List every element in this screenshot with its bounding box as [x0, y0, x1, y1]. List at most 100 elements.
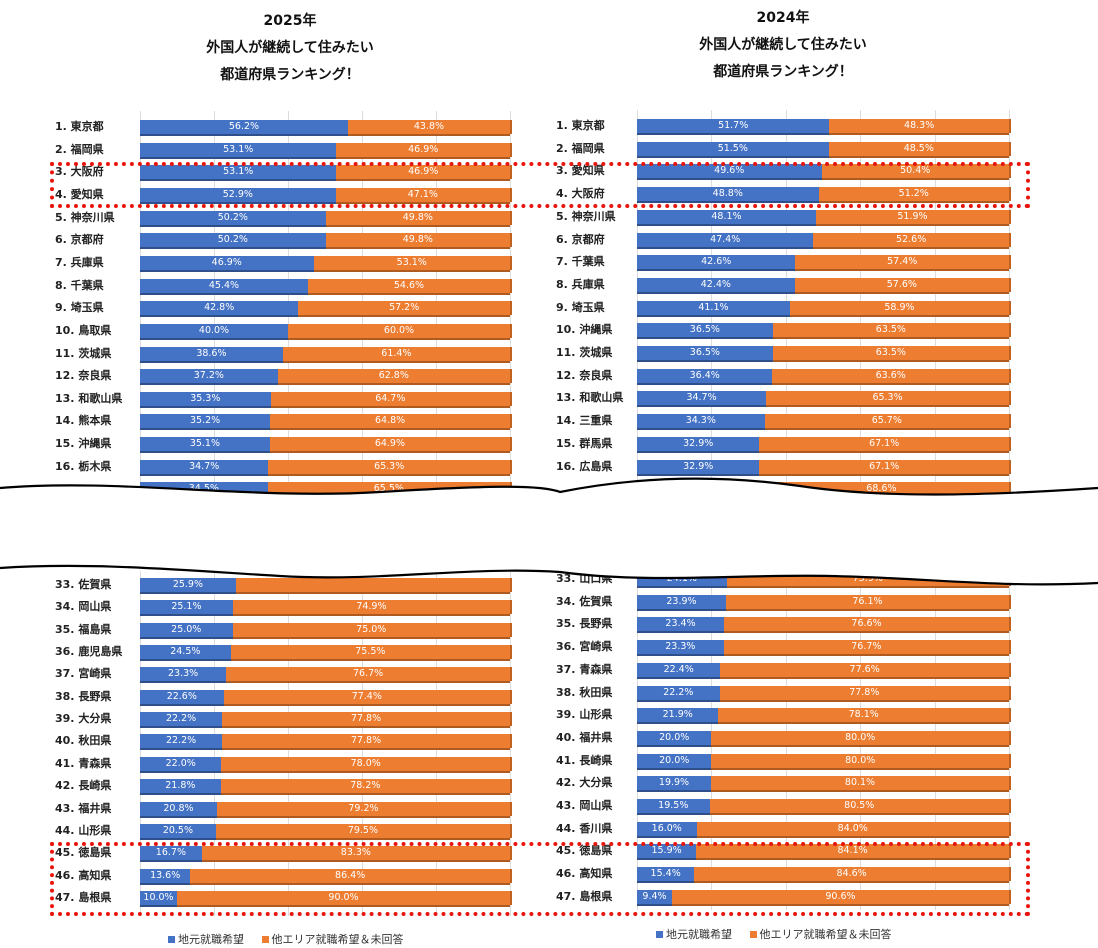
bar-other: 77.8%: [719, 685, 1009, 700]
bar-other: 65.7%: [764, 414, 1009, 429]
category-label: 46. 高知県: [556, 867, 613, 881]
legend-swatch-local: [168, 936, 175, 943]
bar-other: 57.4%: [795, 255, 1009, 270]
category-label: 36. 鹿児島県: [55, 645, 123, 659]
category-label: 4. 大阪府: [556, 187, 605, 201]
bar-other: 51.9%: [815, 209, 1009, 224]
bar-other: 80.0%: [711, 730, 1009, 745]
bar-other: 78.0%: [221, 756, 510, 771]
category-label: 39. 山形県: [556, 708, 613, 722]
bar-other: [235, 578, 510, 592]
bar-other: 49.8%: [325, 233, 510, 248]
bar-other: 80.5%: [709, 799, 1009, 813]
category-label: 34. 佐賀県: [556, 594, 613, 608]
category-label: 2. 福岡県: [556, 141, 605, 155]
category-label: 14. 三重県: [556, 414, 613, 428]
title-year: 2025年: [263, 13, 317, 29]
bar-other: 64.7%: [270, 391, 510, 406]
bar-other: 65.3%: [268, 459, 510, 474]
category-label: 2. 福岡県: [55, 142, 104, 156]
bar-other: 76.6%: [724, 617, 1009, 632]
category-label: 1. 東京都: [556, 119, 605, 132]
bar-other: 46.9%: [336, 165, 510, 180]
category-label: 45. 徳島県: [556, 844, 613, 858]
bar-other: 57.2%: [298, 301, 510, 316]
bar-other: 67.1%: [759, 436, 1009, 451]
bar-other: 64.9%: [269, 437, 510, 452]
category-label: 33. 佐賀県: [55, 578, 112, 591]
bar-other: 47.1%: [335, 187, 510, 202]
bar-other: 77.6%: [720, 662, 1009, 677]
bar-other: 86.4%: [190, 868, 510, 883]
category-label: 11. 茨城県: [55, 346, 112, 360]
gridline: [510, 571, 511, 916]
category-label: 35. 長野県: [556, 617, 613, 631]
bar-other: 60.0%: [288, 323, 510, 338]
category-label: 41. 青森県: [55, 756, 112, 770]
title-year: 2024年: [756, 10, 810, 26]
category-label: 42. 長崎県: [55, 779, 112, 793]
category-label: 44. 香川県: [556, 821, 613, 835]
category-label: 11. 茨城県: [556, 346, 613, 359]
break-fill: [0, 478, 1098, 585]
category-label: 13. 和歌山県: [55, 391, 123, 405]
title-line2: 都道府県ランキング！: [220, 67, 360, 83]
title-line1: 外国人が継続して住みたい: [699, 37, 867, 53]
category-label: 47. 島根県: [55, 890, 112, 904]
bar-other: 67.1%: [759, 459, 1009, 474]
legend-label-local: 地元就職希望: [178, 933, 244, 946]
bar-other: 76.7%: [723, 640, 1009, 655]
bar-other: 80.0%: [711, 753, 1009, 768]
category-label: 7. 千葉県: [556, 255, 605, 269]
category-label: 37. 青森県: [556, 662, 613, 676]
bar-other: 74.9%: [232, 600, 510, 615]
highlight-top3-4: [50, 162, 1030, 208]
bar-other: 76.7%: [226, 667, 510, 682]
category-label: 36. 宮崎県: [556, 640, 613, 654]
legend-swatch-other: [261, 936, 269, 943]
bar-other: 61.4%: [282, 346, 510, 361]
bar-other: 48.5%: [828, 141, 1009, 156]
category-label: 45. 徳島県: [55, 846, 112, 860]
legend-2024: 地元就職希望 他エリア就職希望＆未回答: [656, 926, 892, 942]
category-label: 8. 兵庫県: [556, 277, 605, 291]
category-label: 14. 熊本県: [55, 414, 112, 428]
bar-other: 46.9%: [336, 142, 510, 157]
category-label: 9. 埼玉県: [55, 301, 104, 315]
bar-other: 54.6%: [307, 278, 510, 293]
category-label: 37. 宮崎県: [55, 667, 112, 681]
gridline: [1009, 565, 1010, 910]
bar-other: 48.3%: [829, 119, 1009, 133]
category-label: 43. 福井県: [55, 801, 112, 815]
category-label: 12. 奈良県: [556, 368, 613, 382]
category-label: 16. 栃木県: [55, 459, 112, 473]
category-label: 3. 愛知県: [556, 164, 605, 178]
bar-other: 43.8%: [347, 120, 510, 134]
bar-other: 51.2%: [818, 187, 1009, 202]
category-label: 6. 京都府: [55, 233, 104, 247]
title-line1: 外国人が継続して住みたい: [206, 40, 374, 56]
bar-other: 78.2%: [220, 779, 510, 794]
bar-other: 63.5%: [772, 323, 1009, 338]
bar-other: 49.8%: [325, 210, 510, 225]
category-label: 35. 福島県: [55, 622, 112, 636]
bar-other: 79.5%: [215, 823, 510, 838]
category-label: 40. 福井県: [556, 730, 613, 744]
legend-swatch-other: [749, 931, 757, 938]
chart-title-2024: 2024年 外国人が継続して住みたい 都道府県ランキング！: [663, 5, 903, 86]
break-line-bottom: [0, 564, 1098, 586]
category-label: 16. 広島県: [556, 459, 613, 473]
bar-other: 78.1%: [718, 708, 1009, 723]
category-label: 12. 奈良県: [55, 369, 112, 383]
bar-other: 84.1%: [696, 844, 1009, 859]
bar-other: 80.1%: [711, 776, 1009, 791]
bar-other: 53.1%: [313, 255, 510, 270]
bar-other: 75.5%: [230, 645, 510, 660]
bar-other: 52.6%: [813, 232, 1009, 247]
category-label: 15. 群馬県: [556, 436, 613, 450]
category-label: 34. 岡山県: [55, 600, 112, 614]
category-label: 43. 岡山県: [556, 799, 613, 812]
bar-other: 50.4%: [821, 164, 1009, 179]
